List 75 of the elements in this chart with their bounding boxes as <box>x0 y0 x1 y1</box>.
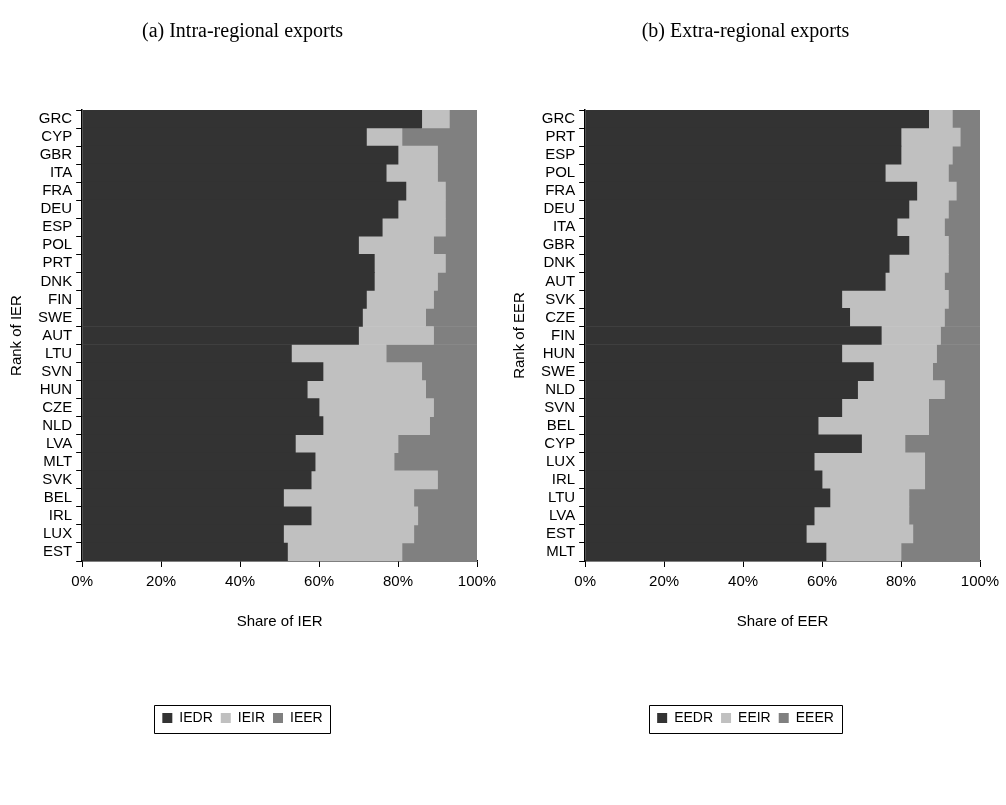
y-tick-label: SVK <box>42 469 73 487</box>
y-axis-title: Rank of EER <box>510 291 528 379</box>
y-tick-label: LUX <box>42 524 73 542</box>
x-tick-label: 20% <box>146 572 177 590</box>
y-tick-label: IRL <box>551 469 576 487</box>
y-tick-label: ITA <box>552 217 576 235</box>
y-tick-label: ESP <box>545 145 576 163</box>
y-tick-label: SVN <box>41 361 73 379</box>
x-tick-label: 20% <box>649 572 680 590</box>
x-tick-label: 80% <box>886 572 917 590</box>
y-tick-label: GBR <box>39 145 73 163</box>
x-tick-label: 80% <box>383 572 414 590</box>
legend-label: IEER <box>290 708 323 725</box>
y-tick-label: POL <box>545 163 576 181</box>
chart-title: (a) Intra-regional exports <box>141 19 344 43</box>
y-tick-label: NLD <box>545 379 576 397</box>
y-tick-label: MLT <box>546 542 576 560</box>
y-tick-label: LVA <box>549 506 576 524</box>
y-tick-label: CYP <box>544 433 576 451</box>
y-tick-label: LTU <box>547 488 576 505</box>
y-tick-label: POL <box>42 235 73 253</box>
y-tick-label: ITA <box>49 163 73 181</box>
y-tick-label: LTU <box>44 343 73 361</box>
y-tick-label: DEU <box>40 199 73 217</box>
x-tick-label: 60% <box>807 572 838 590</box>
y-tick-label: DEU <box>543 199 576 217</box>
y-tick-label: FIN <box>551 325 576 343</box>
y-tick-label: IRL <box>48 506 73 524</box>
y-tick-label: HUN <box>542 343 576 361</box>
y-tick-label: SVN <box>544 397 576 415</box>
y-tick-label: GRC <box>541 109 576 127</box>
x-tick-label: 0% <box>71 572 94 590</box>
y-tick-label: CYP <box>41 127 73 145</box>
legend-label: EEDR <box>674 708 714 725</box>
y-tick-label: CZE <box>42 397 73 415</box>
y-tick-label: PRT <box>42 253 73 271</box>
y-tick-label: BEL <box>43 488 73 505</box>
y-tick-label: SWE <box>38 307 73 325</box>
x-tick-label: 40% <box>728 572 759 590</box>
y-tick-label: SWE <box>541 361 576 379</box>
y-tick-label: GRC <box>38 109 73 127</box>
y-axis-title: Rank of IER <box>7 294 25 376</box>
x-tick-label: 100% <box>960 572 1000 590</box>
x-axis-title: Share of IER <box>236 612 323 630</box>
x-axis-title: Share of EER <box>736 612 829 630</box>
y-tick-label: GBR <box>542 235 576 253</box>
y-tick-label: EST <box>42 542 73 560</box>
y-tick-label: FIN <box>48 289 73 307</box>
legend-label: EEIR <box>738 708 771 725</box>
x-tick-label: 60% <box>304 572 335 590</box>
y-tick-label: FRA <box>42 181 73 199</box>
y-tick-label: BEL <box>546 415 576 433</box>
y-tick-label: EST <box>545 524 576 542</box>
y-tick-label: DNK <box>40 271 73 289</box>
y-tick-label: HUN <box>39 379 73 397</box>
y-tick-label: ESP <box>42 217 73 235</box>
y-tick-label: AUT <box>545 271 576 289</box>
y-tick-label: DNK <box>543 253 576 271</box>
x-tick-label: 0% <box>574 572 597 590</box>
y-tick-label: LUX <box>545 451 576 469</box>
y-tick-label: PRT <box>545 127 576 145</box>
bar <box>421 110 450 129</box>
chart-title: (b) Extra-regional exports <box>641 19 850 43</box>
legend-label: IEDR <box>179 708 213 725</box>
y-tick-label: FRA <box>545 181 576 199</box>
legend-label: IEIR <box>237 708 266 725</box>
legend-label: EEER <box>795 708 834 725</box>
y-tick-label: LVA <box>46 433 73 451</box>
y-tick-label: SVK <box>545 289 576 307</box>
x-tick-label: 100% <box>457 572 497 590</box>
y-tick-label: CZE <box>545 307 576 325</box>
y-tick-label: MLT <box>43 451 73 469</box>
y-tick-label: NLD <box>42 415 73 433</box>
x-tick-label: 40% <box>225 572 256 590</box>
y-tick-label: AUT <box>42 325 73 343</box>
